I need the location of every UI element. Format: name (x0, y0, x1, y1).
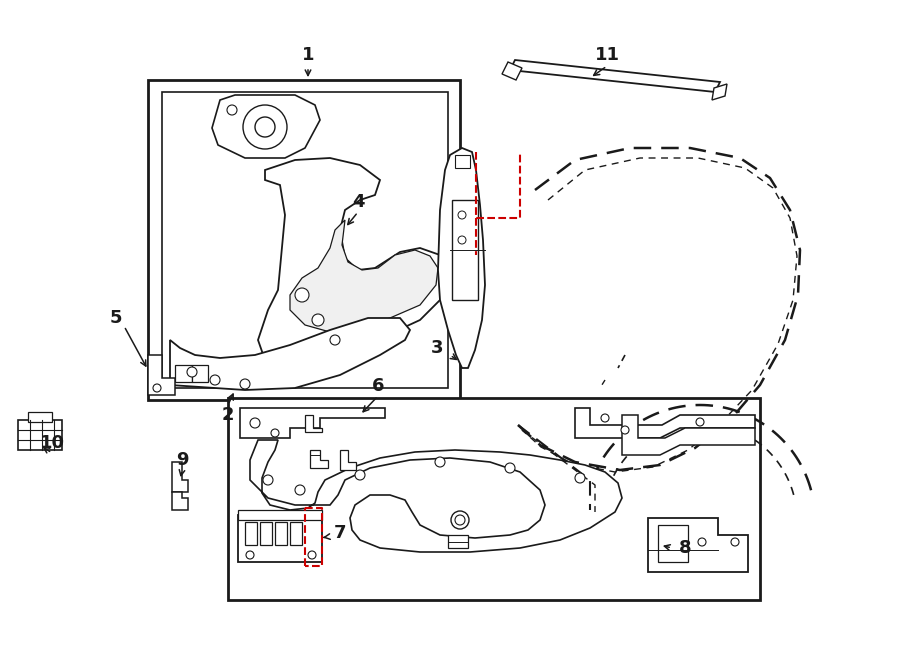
Circle shape (263, 475, 273, 485)
Polygon shape (275, 522, 287, 545)
Circle shape (271, 429, 279, 437)
Text: 8: 8 (679, 539, 691, 557)
Polygon shape (228, 398, 760, 600)
Text: 10: 10 (40, 434, 65, 452)
Polygon shape (170, 318, 410, 390)
Polygon shape (658, 525, 688, 562)
Circle shape (250, 418, 260, 428)
Text: 7: 7 (334, 524, 346, 542)
Polygon shape (305, 415, 322, 432)
Polygon shape (238, 510, 322, 520)
Polygon shape (648, 518, 748, 572)
Polygon shape (310, 450, 328, 468)
Circle shape (451, 511, 469, 529)
Text: 3: 3 (431, 339, 443, 357)
Polygon shape (18, 420, 62, 450)
Text: 1: 1 (302, 46, 314, 64)
Polygon shape (448, 535, 468, 548)
Circle shape (246, 551, 254, 559)
Polygon shape (502, 62, 522, 80)
Polygon shape (238, 515, 322, 562)
Circle shape (455, 515, 465, 525)
Polygon shape (290, 220, 438, 332)
Circle shape (731, 538, 739, 546)
Circle shape (255, 117, 275, 137)
Circle shape (295, 288, 309, 302)
Circle shape (295, 485, 305, 495)
Circle shape (698, 538, 706, 546)
Circle shape (355, 470, 365, 480)
Circle shape (435, 457, 445, 467)
Circle shape (458, 211, 466, 219)
Circle shape (621, 426, 629, 434)
Polygon shape (290, 522, 302, 545)
Polygon shape (455, 155, 470, 168)
Polygon shape (575, 408, 755, 438)
Circle shape (312, 314, 324, 326)
Polygon shape (192, 365, 208, 382)
Circle shape (227, 105, 237, 115)
Circle shape (696, 418, 704, 426)
Polygon shape (148, 355, 175, 395)
Circle shape (330, 335, 340, 345)
Polygon shape (260, 522, 272, 545)
Circle shape (601, 414, 609, 422)
Circle shape (187, 367, 197, 377)
Polygon shape (148, 80, 460, 400)
Circle shape (505, 463, 515, 473)
Polygon shape (172, 492, 188, 510)
Polygon shape (340, 450, 356, 470)
Circle shape (153, 384, 161, 392)
Text: 2: 2 (221, 406, 234, 424)
Text: 6: 6 (372, 377, 384, 395)
Circle shape (308, 551, 316, 559)
Circle shape (458, 236, 466, 244)
Text: 4: 4 (352, 193, 365, 211)
Polygon shape (28, 412, 52, 422)
Polygon shape (212, 95, 320, 158)
Text: 5: 5 (110, 309, 122, 327)
Polygon shape (240, 408, 385, 438)
Text: 9: 9 (176, 451, 188, 469)
Polygon shape (622, 415, 755, 455)
Polygon shape (175, 365, 192, 382)
Text: 11: 11 (595, 46, 619, 64)
Polygon shape (438, 148, 485, 368)
Circle shape (240, 379, 250, 389)
Polygon shape (452, 200, 478, 300)
Circle shape (243, 105, 287, 149)
Circle shape (210, 375, 220, 385)
Polygon shape (258, 158, 448, 375)
Polygon shape (245, 522, 257, 545)
Polygon shape (162, 92, 448, 388)
Polygon shape (510, 60, 720, 92)
Polygon shape (172, 462, 188, 492)
Circle shape (575, 473, 585, 483)
Polygon shape (712, 84, 727, 100)
Polygon shape (250, 440, 622, 552)
